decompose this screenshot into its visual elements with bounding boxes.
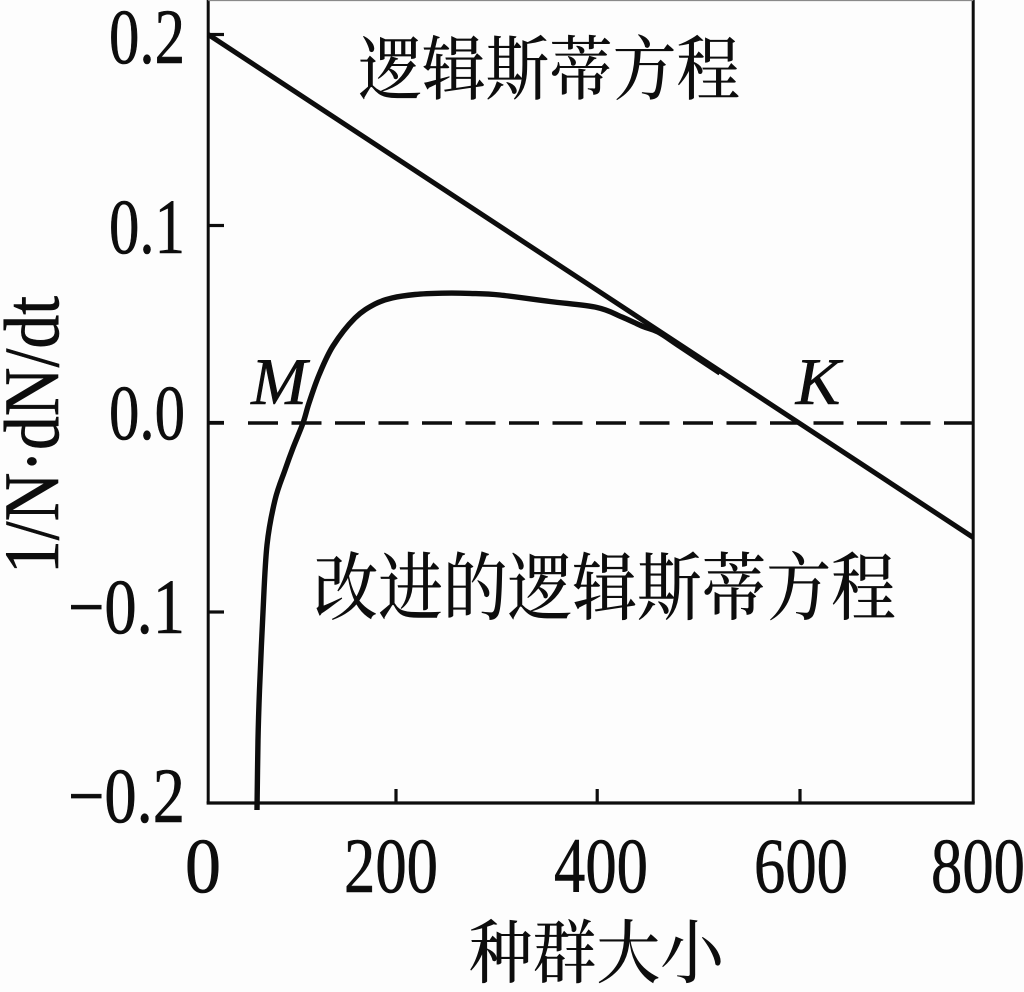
svg-text:1/N·dN/dt: 1/N·dN/dt bbox=[0, 296, 75, 574]
svg-text:600: 600 bbox=[754, 822, 848, 909]
svg-text:−0.2: −0.2 bbox=[68, 752, 185, 839]
svg-text:800: 800 bbox=[931, 822, 1024, 909]
svg-text:0.1: 0.1 bbox=[109, 183, 185, 270]
svg-text:0: 0 bbox=[185, 822, 221, 909]
svg-text:200: 200 bbox=[344, 822, 438, 909]
svg-text:K: K bbox=[795, 345, 844, 419]
svg-text:0.2: 0.2 bbox=[109, 0, 185, 80]
svg-text:400: 400 bbox=[554, 822, 648, 909]
svg-text:0.0: 0.0 bbox=[109, 369, 185, 456]
svg-text:−0.1: −0.1 bbox=[68, 563, 185, 650]
svg-text:M: M bbox=[250, 345, 310, 419]
